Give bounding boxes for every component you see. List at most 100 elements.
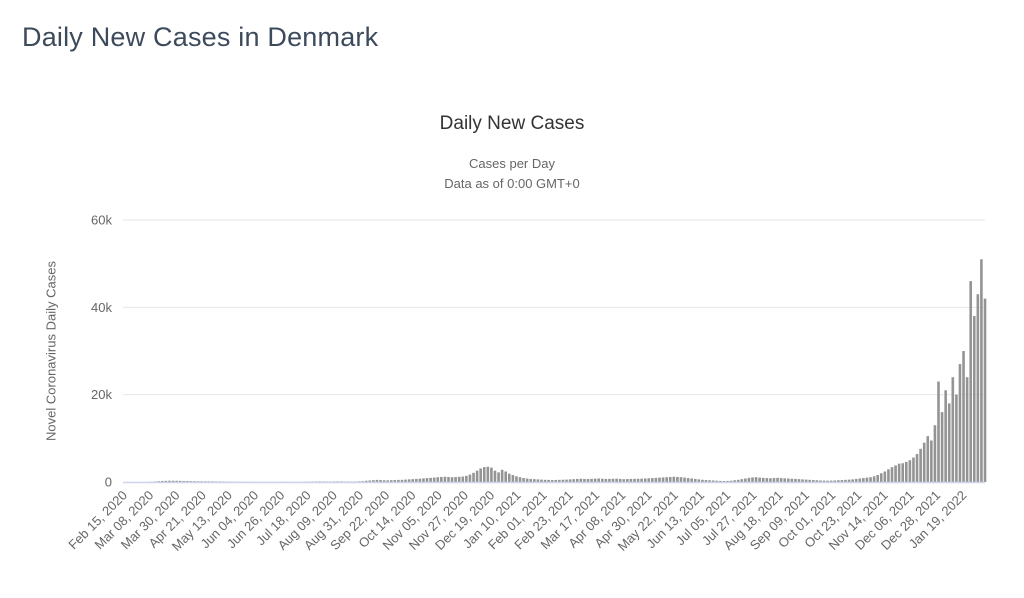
bar[interactable] — [507, 473, 511, 482]
bar[interactable] — [161, 480, 164, 482]
bar[interactable] — [211, 481, 214, 482]
bar[interactable] — [951, 377, 955, 482]
bar[interactable] — [740, 479, 744, 482]
bar[interactable] — [529, 478, 533, 482]
bar[interactable] — [887, 469, 890, 482]
bar[interactable] — [193, 481, 196, 482]
bar[interactable] — [969, 281, 972, 482]
bar[interactable] — [429, 477, 432, 482]
bar[interactable] — [454, 476, 457, 482]
bar[interactable] — [837, 480, 840, 482]
bar[interactable] — [647, 478, 651, 482]
bar[interactable] — [679, 477, 683, 482]
bar[interactable] — [432, 477, 436, 482]
bar[interactable] — [779, 478, 783, 482]
bar[interactable] — [218, 481, 221, 482]
bar[interactable] — [797, 479, 801, 482]
bar[interactable] — [761, 477, 765, 482]
bar[interactable] — [980, 259, 983, 482]
bar[interactable] — [533, 479, 536, 482]
bar[interactable] — [490, 467, 493, 482]
bar[interactable] — [890, 467, 894, 482]
bar[interactable] — [178, 480, 182, 482]
bar[interactable] — [461, 476, 465, 482]
bar[interactable] — [808, 479, 812, 482]
bar[interactable] — [636, 478, 640, 482]
bar[interactable] — [822, 480, 826, 482]
bar[interactable] — [690, 478, 694, 482]
bar[interactable] — [543, 479, 547, 482]
bar[interactable] — [794, 478, 797, 482]
bar[interactable] — [786, 478, 790, 482]
bar[interactable] — [615, 478, 618, 482]
bar[interactable] — [754, 477, 758, 482]
bar[interactable] — [776, 477, 779, 482]
bar[interactable] — [364, 480, 368, 482]
bar[interactable] — [336, 481, 339, 483]
bar[interactable] — [386, 480, 389, 482]
bar[interactable] — [944, 390, 947, 482]
bar[interactable] — [683, 477, 686, 482]
bar[interactable] — [418, 478, 422, 482]
bar[interactable] — [511, 475, 515, 482]
bar[interactable] — [933, 425, 937, 482]
bar[interactable] — [593, 478, 597, 482]
bar[interactable] — [322, 481, 325, 482]
bar[interactable] — [207, 481, 211, 483]
bar[interactable] — [729, 480, 733, 482]
bar[interactable] — [851, 479, 854, 482]
bar[interactable] — [697, 479, 701, 482]
bar[interactable] — [568, 479, 572, 482]
bar[interactable] — [922, 442, 926, 482]
bar[interactable] — [708, 480, 711, 482]
bar[interactable] — [361, 481, 364, 482]
bar[interactable] — [758, 477, 761, 482]
bar[interactable] — [558, 479, 561, 482]
bar[interactable] — [583, 478, 586, 482]
bar[interactable] — [958, 364, 962, 482]
bar[interactable] — [504, 471, 508, 482]
bar[interactable] — [672, 476, 676, 482]
bar[interactable] — [372, 480, 375, 482]
bar[interactable] — [357, 481, 361, 483]
bar[interactable] — [153, 481, 157, 482]
bar[interactable] — [947, 403, 951, 482]
bar[interactable] — [314, 481, 318, 482]
bar[interactable] — [472, 472, 475, 482]
bar[interactable] — [940, 412, 944, 482]
bar[interactable] — [382, 480, 386, 482]
bar[interactable] — [425, 478, 429, 482]
bar[interactable] — [665, 477, 668, 482]
bar[interactable] — [400, 479, 404, 482]
bar[interactable] — [983, 298, 987, 482]
bar[interactable] — [844, 479, 847, 482]
bar[interactable] — [600, 478, 604, 483]
bar[interactable] — [457, 476, 461, 482]
bar[interactable] — [872, 476, 876, 482]
bar[interactable] — [879, 473, 883, 482]
bar[interactable] — [540, 479, 543, 482]
bar[interactable] — [550, 480, 554, 482]
bar[interactable] — [747, 477, 751, 482]
bar[interactable] — [575, 478, 579, 482]
bar[interactable] — [765, 478, 769, 482]
bar[interactable] — [443, 476, 447, 482]
bar[interactable] — [854, 478, 858, 482]
bar[interactable] — [715, 480, 719, 482]
bar[interactable] — [976, 294, 980, 482]
bar[interactable] — [972, 316, 976, 482]
bar[interactable] — [493, 470, 497, 482]
bar[interactable] — [497, 472, 500, 482]
bar[interactable] — [604, 478, 608, 482]
bar[interactable] — [693, 478, 697, 482]
bar[interactable] — [536, 479, 540, 482]
bar[interactable] — [661, 477, 665, 483]
bar[interactable] — [518, 477, 522, 482]
bar[interactable] — [500, 469, 504, 482]
bar[interactable] — [937, 381, 940, 482]
bar[interactable] — [722, 481, 726, 482]
bar[interactable] — [354, 481, 357, 482]
bar[interactable] — [865, 477, 869, 482]
bar[interactable] — [804, 479, 808, 482]
bar[interactable] — [422, 478, 425, 482]
